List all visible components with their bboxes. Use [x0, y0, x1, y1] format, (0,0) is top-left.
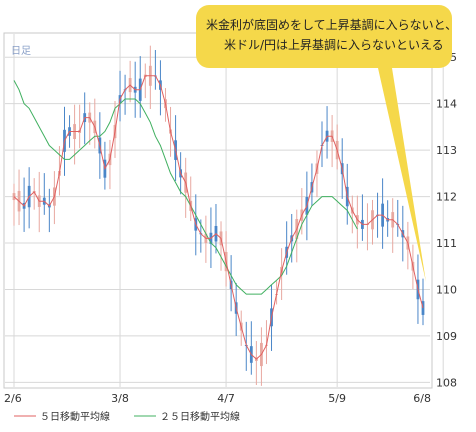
legend-ma25-label: ２５日移動平均線 [160, 410, 240, 423]
x-axis-ticks: 2/6 3/8 4/7 5/9 6/8 [4, 392, 431, 405]
x-tick-label: 3/8 [111, 392, 129, 405]
callout-pointer [378, 68, 426, 282]
x-tick-label: 2/6 [4, 392, 22, 405]
y-tick-label: 113 [436, 144, 457, 157]
callout-box [196, 5, 452, 68]
y-tick-label: 111 [436, 237, 457, 250]
y-tick-label: 112 [436, 191, 457, 204]
y-tick-label: 110 [436, 283, 457, 296]
callout: 米金利が底固めをして上昇基調に入らないと、 米ドル/円は上昇基調に入らないといえ… [196, 5, 457, 282]
y-tick-label: 114 [436, 98, 457, 111]
x-tick-label: 4/7 [217, 392, 235, 405]
y-tick-label: 108 [436, 376, 457, 389]
ma5-line [13, 75, 424, 360]
ma25-line [13, 80, 358, 295]
y-axis-ticks: 108109110111112113114115 [436, 51, 457, 389]
candle-body [421, 301, 425, 315]
x-tick-label: 6/8 [413, 392, 431, 405]
candle-body [12, 193, 16, 201]
x-tick-label: 5/9 [328, 392, 346, 405]
callout-line-1: 米金利が底固めをして上昇基調に入らないと、 [206, 17, 457, 32]
chart-frame [3, 32, 433, 389]
legend-ma5-label: ５日移動平均線 [40, 410, 110, 423]
legend: ５日移動平均線 ２５日移動平均線 [14, 410, 240, 423]
y-tick-label: 109 [436, 330, 457, 343]
period-label: 日足 [11, 45, 31, 57]
callout-line-2: 米ドル/円は上昇基調に入らないといえる [224, 38, 444, 52]
